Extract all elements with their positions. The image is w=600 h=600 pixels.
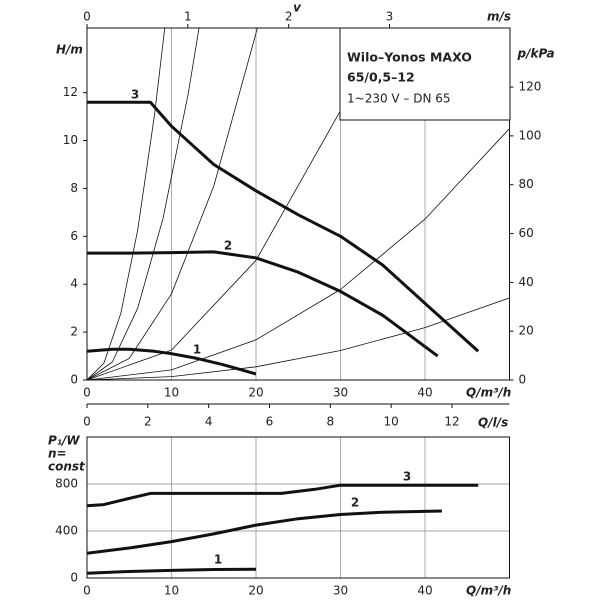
x-tick-label: 0 [83,584,91,598]
curve-label: 3 [131,88,139,102]
x2-tick-label: 0 [83,10,91,24]
curve-label: 2 [351,496,359,510]
system-curve [87,28,377,380]
y2-tick-label: 120 [519,80,542,94]
x-tick-label: 0 [83,386,91,400]
plot-frame [86,27,510,381]
system-curve [87,28,258,380]
plot-frame [86,436,510,579]
y2-tick-label: 40 [519,275,534,289]
x3-tick-label: 4 [205,415,213,429]
x-tick-label: 20 [248,584,263,598]
y2-tick-label: 60 [519,226,534,240]
y-tick-label: 10 [63,133,78,147]
x-tick-label: 40 [417,584,432,598]
curve-label: 3 [403,470,411,484]
y-tick-label: 400 [55,524,78,538]
y-axis-label: const [48,460,86,474]
background-layer [83,24,514,579]
x-tick-label: 20 [248,386,263,400]
x2-tick-label: 3 [386,10,394,24]
y-tick-label: 0 [70,373,78,387]
foreground-layer: 0 10 20 30 40024681012Q/m³/hH/m0204060801001… [48,1,555,598]
system-curve [87,28,200,380]
y2-axis-label: p/kPa [517,47,555,61]
x3-tick-label: 6 [266,415,274,429]
x2-axis-label: v [293,1,302,15]
y-axis-label: P₁/W [48,434,80,448]
product-box: Wilo–Yonos MAXO 65/0,5–12 1~230 V – DN 6… [339,27,511,121]
pump-curve [87,250,439,358]
x3-tick-label: 8 [327,415,335,429]
x-tick-label: 40 [417,386,432,400]
x3-tick-label: 2 [144,415,152,429]
x-axis-label: Q/m³/h [466,386,511,400]
x3-tick-label: 0 [83,415,91,429]
pump-curve [86,509,442,555]
system-curve [87,297,510,380]
x3-tick-label: 10 [384,415,399,429]
y2-tick-label: 0 [519,373,527,387]
x-tick-label: 30 [333,584,348,598]
pump-curve [86,567,257,575]
y-tick-label: 6 [70,229,78,243]
y-tick-label: 2 [70,325,78,339]
pump-curve [86,347,257,376]
x-tick-label: 10 [164,584,179,598]
y-axis-label: H/m [56,43,83,57]
system-curve [87,28,166,380]
y2-tick-label: 80 [519,177,534,191]
x-axis-label: Q/m³/h [466,584,511,598]
y-tick-label: 8 [70,181,78,195]
box-title: 65/0,5–12 [347,70,415,85]
y-axis-label: n= [48,447,67,461]
curve-label: 1 [193,343,201,357]
x2-tick-label: 2 [285,10,293,24]
x3-tick-label: 12 [444,415,459,429]
curve-label: 2 [224,239,232,253]
curve-label: 1 [214,553,222,567]
y-tick-label: 0 [70,571,78,585]
y2-tick-label: 20 [519,324,534,338]
system-curve [87,128,510,380]
y2-tick-label: 100 [519,128,542,142]
pump-curve [86,483,479,508]
x-tick-label: 30 [333,386,348,400]
x3-axis-label: Q/l/s [478,416,508,430]
pump-curve [87,100,480,353]
box-title: Wilo–Yonos MAXO [347,50,472,65]
y-tick-label: 800 [55,477,78,491]
y-tick-label: 4 [70,277,78,291]
box-frame [339,27,511,121]
y-tick-label: 12 [63,85,78,99]
box-subtitle: 1~230 V – DN 65 [347,92,451,106]
x-tick-label: 10 [164,386,179,400]
x2-tick-label: 1 [184,10,192,24]
x2-unit-label: m/s [487,10,511,24]
